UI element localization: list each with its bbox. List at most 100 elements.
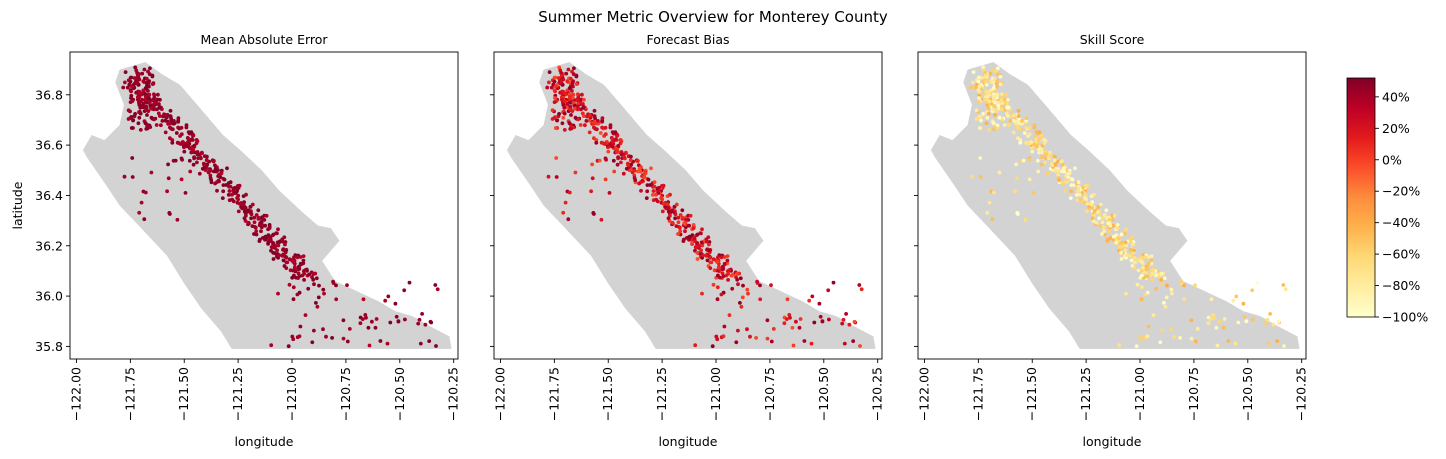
data-point — [1123, 231, 1127, 236]
data-point — [341, 336, 346, 341]
data-point — [1251, 317, 1255, 322]
data-point — [1159, 271, 1163, 276]
data-point — [997, 170, 1002, 175]
data-point — [1030, 149, 1035, 154]
data-point — [1193, 283, 1197, 287]
data-point — [782, 321, 787, 326]
data-point — [254, 229, 259, 234]
data-point — [363, 313, 368, 317]
data-point — [678, 213, 683, 217]
data-point — [1214, 325, 1219, 330]
data-point — [1221, 325, 1226, 330]
data-point — [687, 223, 691, 228]
data-point — [665, 202, 670, 207]
data-point — [170, 138, 175, 142]
data-point — [1100, 215, 1105, 220]
axes-frame — [69, 51, 459, 360]
data-point — [714, 334, 719, 339]
data-point — [708, 266, 713, 270]
data-point — [122, 174, 127, 179]
data-point — [197, 171, 202, 176]
data-point — [644, 196, 649, 201]
data-point — [1040, 143, 1045, 148]
figure-title: Summer Metric Overview for Monterey Coun… — [538, 8, 888, 26]
data-point — [142, 67, 147, 72]
data-point — [364, 315, 368, 320]
data-point — [271, 250, 276, 255]
data-point — [1045, 171, 1050, 176]
data-point — [1271, 322, 1276, 327]
data-point — [560, 121, 565, 126]
data-point — [988, 71, 993, 76]
county-land — [930, 62, 1300, 349]
data-point — [168, 108, 173, 113]
data-point — [977, 126, 982, 130]
data-point — [159, 123, 163, 128]
data-point — [758, 297, 763, 302]
data-point — [179, 132, 184, 137]
data-point — [612, 169, 617, 174]
data-point — [580, 92, 584, 97]
data-point — [656, 191, 661, 195]
data-point — [991, 97, 996, 102]
data-point — [1212, 315, 1216, 320]
data-point — [149, 170, 154, 175]
data-point — [550, 108, 555, 113]
data-point — [614, 137, 618, 142]
data-point — [1022, 131, 1027, 135]
y-tick-label: 35.8 — [35, 339, 63, 354]
data-point — [1130, 235, 1135, 240]
data-point — [1024, 116, 1029, 121]
data-point — [1073, 166, 1077, 171]
data-point — [1195, 327, 1200, 331]
data-point — [1160, 282, 1164, 287]
data-point — [998, 74, 1003, 79]
data-point — [1244, 319, 1249, 323]
data-point — [268, 236, 273, 241]
data-point — [575, 98, 579, 103]
data-point — [990, 67, 995, 72]
data-point — [1282, 344, 1286, 348]
data-point — [1037, 130, 1042, 135]
data-point — [971, 70, 976, 74]
data-point — [994, 109, 999, 113]
data-point — [741, 283, 745, 288]
data-point — [1027, 177, 1032, 182]
data-point — [606, 149, 611, 154]
data-point — [139, 200, 144, 205]
data-point — [150, 82, 155, 86]
data-point — [682, 221, 687, 226]
data-point — [186, 144, 191, 149]
data-point — [189, 130, 194, 135]
data-point — [1276, 319, 1281, 324]
data-point — [123, 70, 128, 74]
data-point — [571, 79, 576, 83]
data-point — [202, 163, 207, 168]
data-point — [1027, 125, 1032, 130]
data-point — [598, 131, 603, 135]
data-point — [991, 86, 996, 90]
data-point — [236, 197, 241, 202]
data-point — [288, 268, 293, 273]
data-point — [1236, 320, 1241, 325]
data-point — [1089, 202, 1094, 207]
data-point — [1069, 183, 1074, 188]
data-point — [1006, 97, 1010, 102]
data-point — [559, 73, 564, 78]
data-point — [719, 292, 724, 297]
data-point — [1125, 253, 1129, 257]
data-point — [1162, 301, 1166, 305]
data-point — [589, 189, 593, 194]
data-point — [1005, 106, 1010, 110]
data-point — [847, 322, 852, 327]
data-point — [1043, 160, 1047, 165]
data-point — [345, 283, 349, 287]
data-point — [674, 224, 679, 229]
data-point — [1143, 255, 1148, 260]
data-point — [652, 184, 657, 189]
data-point — [321, 287, 326, 292]
data-point — [1027, 132, 1032, 137]
data-point — [991, 190, 996, 195]
data-point — [1222, 317, 1227, 321]
